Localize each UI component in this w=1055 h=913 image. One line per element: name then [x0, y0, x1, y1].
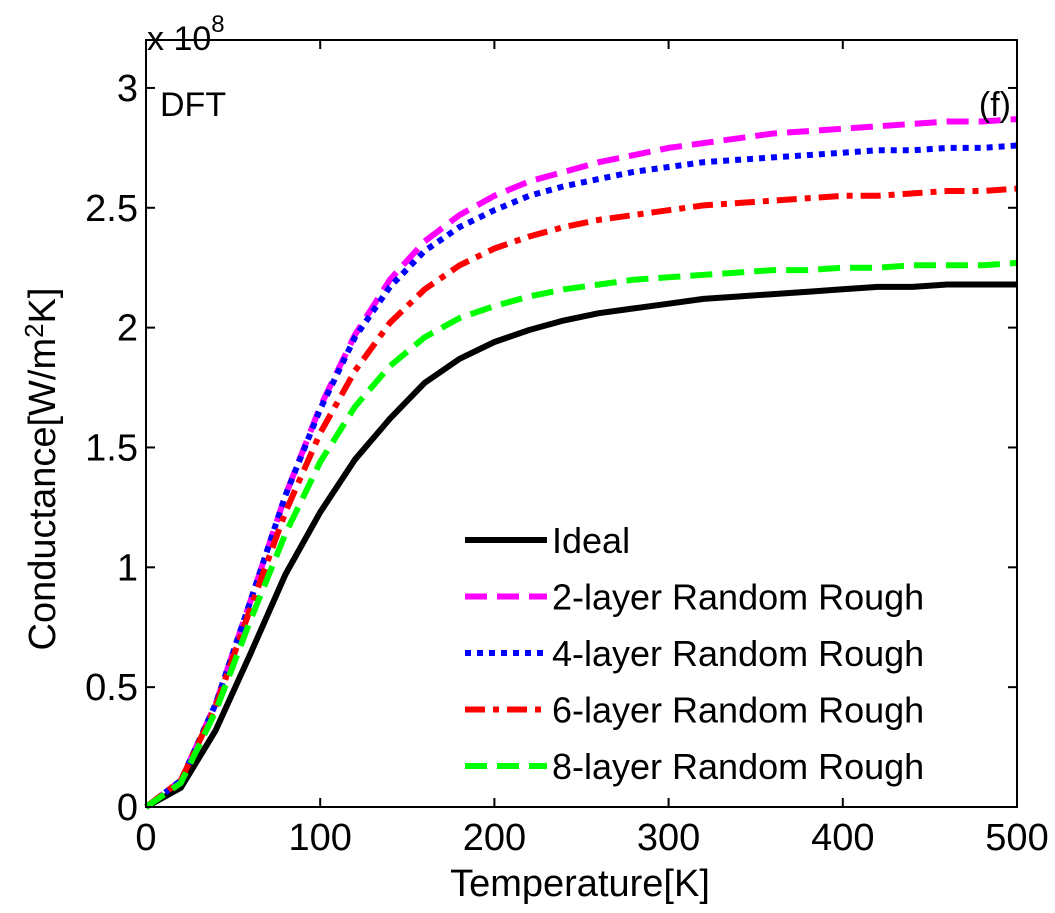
legend-label-5: 8-layer Random Rough	[552, 746, 924, 787]
x-axis-label: Temperature[K]	[450, 863, 710, 905]
series-line-5	[144, 259, 1018, 810]
y-tick-label: 1.5	[85, 427, 138, 469]
y-tick-label: 1	[117, 547, 138, 589]
ticks-layer: 0 100 200 300 400 500 0 0.5 1 1.5 2 2.5 3	[85, 40, 1049, 859]
plot-frame	[145, 39, 1018, 808]
legend-label-2: 2-layer Random Rough	[552, 577, 924, 618]
x-tick-label: 400	[811, 817, 874, 859]
y-tick-label: 2	[117, 308, 138, 350]
legend: Ideal 2-layer Random Rough 4-layer Random …	[465, 520, 924, 787]
x-tick-label: 0	[135, 817, 156, 859]
y-tick-label: 3	[117, 68, 138, 110]
axes-layer	[145, 39, 1018, 808]
annotation-left: DFT	[160, 86, 226, 124]
y-tick-label: 0.5	[85, 667, 138, 709]
annotation-right: (f)	[979, 86, 1011, 124]
exponent-label: x 108	[147, 11, 225, 58]
y-axis-label-after: K]	[22, 288, 64, 324]
y-axis-label: Conductance[W/m2K]	[19, 288, 64, 651]
x-tick-label: 300	[637, 817, 700, 859]
exponent-power: 8	[211, 11, 224, 38]
series-line-3	[144, 142, 1018, 810]
x-tick-label: 500	[985, 817, 1048, 859]
series-line-4	[144, 185, 1018, 810]
legend-label-3: 4-layer Random Rough	[552, 633, 924, 674]
y-tick-label: 0	[117, 787, 138, 829]
y-axis-label-sup: 2	[19, 323, 49, 337]
series-line-1	[144, 281, 1017, 810]
legend-label-4: 6-layer Random Rough	[552, 690, 924, 731]
legend-label-1: Ideal	[552, 520, 630, 561]
series-layer	[144, 116, 1018, 810]
x-tick-label: 200	[463, 817, 526, 859]
x-tick-label: 100	[288, 817, 351, 859]
y-tick-label: 2.5	[85, 188, 138, 230]
